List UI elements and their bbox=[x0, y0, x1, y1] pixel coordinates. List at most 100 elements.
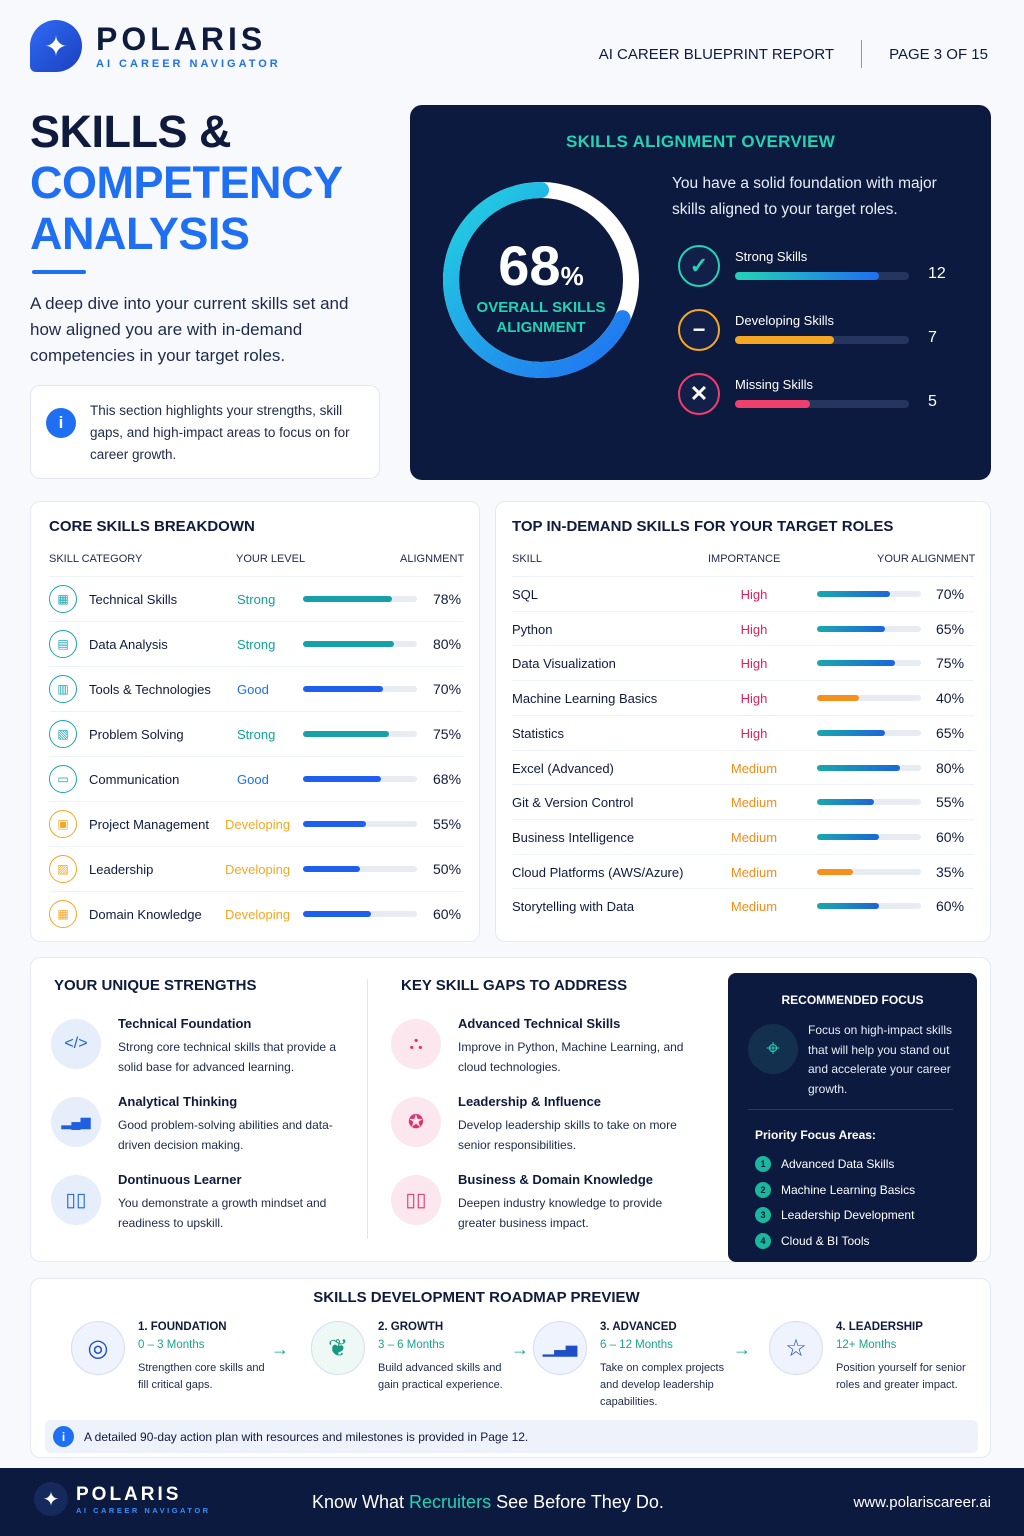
table-row: ▭ Communication Good 68% bbox=[49, 756, 463, 801]
info-text: This section highlights your strengths, … bbox=[90, 403, 350, 462]
overview-row-count: 12 bbox=[928, 265, 946, 282]
item-text: Good problem-solving abilities and data-… bbox=[118, 1118, 333, 1152]
col-header-importance: IMPORTANCE bbox=[708, 553, 781, 565]
focus-divider bbox=[748, 1109, 953, 1110]
roadmap-note-text: A detailed 90-day action plan with resou… bbox=[84, 1430, 529, 1444]
priority-areas-heading: Priority Focus Areas: bbox=[755, 1128, 876, 1142]
table-row: Python High 65% bbox=[512, 610, 974, 646]
skill-level: Developing bbox=[225, 862, 291, 877]
compass-star-icon: ✦ bbox=[34, 1482, 68, 1516]
step-heading: 3. ADVANCED bbox=[600, 1321, 677, 1333]
overview-row: ✓ Strong Skills 12 bbox=[678, 245, 968, 295]
report-name: AI CAREER BLUEPRINT REPORT bbox=[598, 45, 835, 63]
alignment-bar bbox=[817, 729, 885, 736]
step-heading: 4. LEADERSHIP bbox=[836, 1321, 923, 1333]
code-icon: </> bbox=[51, 1019, 101, 1069]
skill-category-icon: ▭ bbox=[49, 765, 77, 793]
network-icon: ⛬ bbox=[391, 1019, 441, 1069]
step-description: Position yourself for senior roles and g… bbox=[836, 1362, 966, 1391]
info-callout: i This section highlights your strengths… bbox=[30, 385, 380, 479]
alignment-value: 35% bbox=[936, 863, 965, 880]
alignment-track bbox=[303, 596, 417, 602]
alignment-track bbox=[817, 833, 921, 840]
alignment-track bbox=[303, 641, 417, 647]
target-icon: ◎ bbox=[71, 1321, 125, 1375]
table-row: Excel (Advanced) Medium 80% bbox=[512, 749, 974, 785]
alignment-bar bbox=[817, 833, 880, 840]
gap-item: ▯▯ Business & Domain Knowledge Deepen indu… bbox=[391, 1172, 691, 1242]
table-row: ▨ Leadership Developing 50% bbox=[49, 846, 463, 891]
alignment-track bbox=[303, 731, 417, 737]
alignment-bar bbox=[303, 776, 381, 782]
item-heading: Analytical Thinking bbox=[118, 1094, 238, 1109]
roadmap-step: ◎ 1. FOUNDATION 0 – 3 Months Strengthen cor… bbox=[71, 1319, 265, 1419]
alignment-donut bbox=[443, 182, 639, 378]
skill-category-icon: ▧ bbox=[49, 720, 77, 748]
overview-description: You have a solid foundation with major s… bbox=[672, 175, 937, 218]
step-timeframe: 6 – 12 Months bbox=[600, 1339, 673, 1351]
brand-logo: ✦ POLARIS AI CAREER NAVIGATOR bbox=[30, 20, 281, 72]
overview-row-fill bbox=[735, 272, 880, 280]
col-header-level: YOUR LEVEL bbox=[236, 553, 306, 565]
overview-title: SKILLS ALIGNMENT OVERVIEW bbox=[565, 132, 836, 151]
skill-name: Business Intelligence bbox=[512, 829, 635, 845]
alignment-value: 60% bbox=[433, 906, 462, 922]
alignment-bar bbox=[817, 799, 875, 806]
footer-brand: POLARIS bbox=[76, 1483, 182, 1505]
roadmap-step: ❦ 2. GROWTH 3 – 6 Months Build advanced ski… bbox=[311, 1319, 503, 1419]
alignment-value: 55% bbox=[433, 816, 462, 832]
col-header-category: SKILL CATEGORY bbox=[49, 553, 143, 565]
item-heading: Dontinuous Learner bbox=[118, 1172, 242, 1187]
skill-name: Storytelling with Data bbox=[512, 899, 635, 915]
page-footer: ✦ POLARIS AI CAREER NAVIGATOR Know What … bbox=[0, 1468, 1024, 1536]
table-row: Statistics High 65% bbox=[512, 714, 974, 750]
alignment-value: 60% bbox=[936, 898, 965, 915]
priority-number: 1 bbox=[755, 1156, 771, 1172]
alignment-value: 65% bbox=[936, 724, 965, 741]
skill-name: Tools & Technologies bbox=[89, 682, 211, 697]
alignment-track bbox=[817, 660, 921, 667]
core-skills-card: CORE SKILLS BREAKDOWN SKILL CATEGORY YOU… bbox=[30, 501, 480, 942]
table-row: Machine Learning Basics High 40% bbox=[512, 680, 974, 715]
alignment-track bbox=[817, 591, 921, 597]
roadmap-note: i A detailed 90-day action plan with res… bbox=[45, 1420, 978, 1453]
website-link[interactable]: www.polariscareer.ai bbox=[853, 1494, 991, 1511]
item-heading: Leadership & Influence bbox=[458, 1094, 602, 1109]
skill-category-icon: ▦ bbox=[49, 900, 77, 928]
roadmap-title: SKILLS DEVELOPMENT ROADMAP PREVIEW bbox=[313, 1289, 640, 1306]
priority-number: 4 bbox=[755, 1232, 771, 1249]
skill-name: Technical Skills bbox=[89, 592, 178, 607]
alignment-bar bbox=[817, 868, 854, 875]
alignment-value: 70% bbox=[433, 681, 462, 697]
strength-item: ▂▄▆ Analytical Thinking Good problem-solvi… bbox=[51, 1094, 351, 1164]
skill-level: Developing bbox=[225, 907, 291, 922]
info-icon: i bbox=[53, 1426, 74, 1447]
importance-level: Medium bbox=[730, 899, 778, 915]
step-heading: 1. FOUNDATION bbox=[138, 1321, 227, 1333]
priority-focus-item: 3 Leadership Development bbox=[755, 1205, 914, 1225]
importance-level: High bbox=[740, 691, 768, 707]
step-timeframe: 3 – 6 Months bbox=[378, 1339, 445, 1351]
table-row: Data Visualization High 75% bbox=[512, 645, 974, 680]
step-description: Strengthen core skills and fill critical… bbox=[138, 1362, 265, 1391]
alignment-bar bbox=[303, 641, 395, 647]
alignment-track bbox=[303, 686, 417, 692]
priority-label: Cloud & BI Tools bbox=[781, 1233, 870, 1248]
step-description: Take on complex projects and develop lea… bbox=[600, 1362, 725, 1408]
item-text: Improve in Python, Machine Learning, and… bbox=[458, 1040, 684, 1074]
skill-name: Project Management bbox=[89, 817, 209, 832]
alignment-value: 50% bbox=[433, 861, 462, 877]
alignment-bar bbox=[303, 911, 372, 917]
skill-name: Git & Version Control bbox=[512, 795, 634, 811]
alignment-track bbox=[817, 625, 921, 632]
arrow-right-icon: → bbox=[271, 1339, 289, 1359]
importance-level: High bbox=[740, 587, 768, 602]
compass-star-icon: ✦ bbox=[30, 20, 82, 72]
page-title: SKILLS & COMPETENCY ANALYSIS bbox=[30, 106, 343, 259]
item-text: Deepen industry knowledge to provide gre… bbox=[458, 1196, 663, 1230]
title-underline bbox=[32, 270, 86, 274]
alignment-bar bbox=[817, 903, 880, 910]
footer-logo: ✦ POLARIS AI CAREER NAVIGATOR bbox=[34, 1482, 211, 1516]
skill-name: Statistics bbox=[512, 725, 565, 741]
